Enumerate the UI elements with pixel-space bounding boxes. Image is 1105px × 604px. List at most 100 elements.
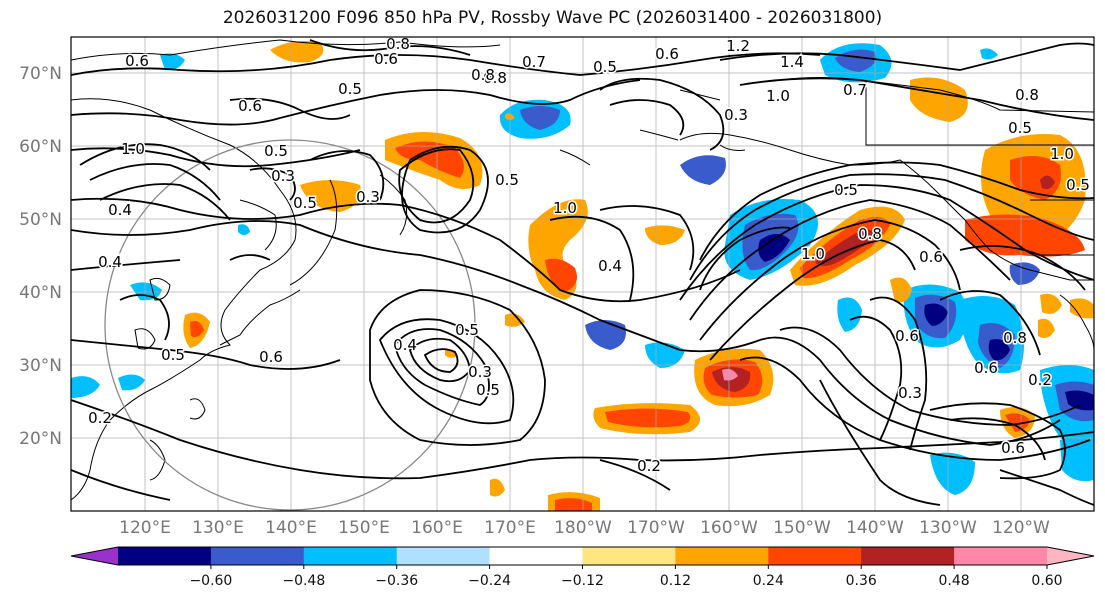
- contour-label: 0.3: [356, 188, 380, 206]
- colorbar-tick-label: −0.12: [561, 573, 604, 589]
- contour-label: 0.5: [1008, 119, 1032, 137]
- pv-contours: [71, 39, 1094, 506]
- contour-label: 1.0: [553, 199, 577, 217]
- map-frame: [70, 36, 1095, 512]
- colorbar-tick-label: 0.24: [753, 573, 784, 589]
- lon-label: 130°E: [192, 518, 244, 538]
- contour-label: 0.6: [1001, 439, 1025, 457]
- contour-label: 0.6: [974, 359, 998, 377]
- contour-label: 0.8: [1015, 86, 1039, 104]
- contour-label: 0.5: [476, 381, 500, 399]
- contour-label: 0.5: [455, 321, 479, 339]
- colorbar-segment: [954, 547, 1048, 565]
- colorbar-segment: [210, 547, 305, 565]
- colorbar-tick-label: −0.24: [468, 573, 511, 589]
- contour-label: 1.0: [121, 140, 145, 158]
- contour-label: 0.3: [468, 363, 492, 381]
- contour-label: 0.3: [271, 167, 295, 185]
- colorbar-tick-label: 0.36: [846, 573, 877, 589]
- colorbar-extend-min: [71, 547, 118, 565]
- lon-label: 120°E: [119, 518, 171, 538]
- colorbar-outline: [70, 546, 1095, 566]
- contour-label: 0.5: [834, 181, 858, 199]
- contour-label: 0.6: [125, 52, 149, 70]
- contour-label: 0.5: [293, 194, 317, 212]
- lat-label: 70°N: [19, 64, 62, 84]
- lon-label: 130°W: [919, 518, 977, 538]
- colorbar-tick-label: 0.12: [660, 573, 691, 589]
- colorbar-extend-max: [1047, 547, 1094, 565]
- contour-label: 1.4: [780, 53, 804, 71]
- lon-label: 160°E: [411, 518, 463, 538]
- colorbar-segment: [118, 547, 212, 565]
- contour-label: 0.4: [108, 201, 132, 219]
- longitude-axis: 120°E 130°E 140°E 150°E 160°E 170°E 180°…: [119, 518, 1050, 538]
- graticule: [71, 37, 1094, 511]
- lon-label: 170°W: [627, 518, 685, 538]
- contour-label: 0.2: [1028, 371, 1052, 389]
- contour-label: 1.2: [726, 37, 750, 55]
- lon-label: 140°W: [846, 518, 904, 538]
- contour-label: 0.8: [386, 35, 410, 53]
- contour-label: 0.6: [238, 97, 262, 115]
- latitude-axis: 70°N 60°N 50°N 40°N 30°N 20°N: [19, 64, 62, 449]
- great-circle-overlay: [104, 139, 476, 511]
- lon-label: 150°W: [773, 518, 831, 538]
- lon-label: 180°W: [554, 518, 612, 538]
- contour-label: 0.8: [858, 225, 882, 243]
- lat-label: 40°N: [19, 283, 62, 303]
- contour-label: 0.2: [88, 409, 112, 427]
- colorbar-segment: [489, 547, 583, 565]
- contour-label: 0.6: [374, 50, 398, 68]
- lat-label: 20°N: [19, 429, 62, 449]
- lat-label: 30°N: [19, 356, 62, 376]
- contour-label: 0.4: [598, 257, 622, 275]
- colorbar-tick-label: −0.60: [189, 573, 232, 589]
- lon-label: 170°E: [484, 518, 536, 538]
- contour-label: 0.8: [471, 66, 495, 84]
- contour-label: 1.0: [801, 245, 825, 263]
- contour-labels: 0.60.60.80.50.61.0 0.50.30.5 0.30.40.20.5 0…: [87, 35, 1092, 477]
- lon-label: 120°W: [992, 518, 1050, 538]
- map-panel: 0.60.60.80.50.61.0 0.50.30.5 0.30.40.20.5 0…: [71, 35, 1094, 511]
- contour-label: 0.5: [264, 142, 288, 160]
- contour-label: 0.2: [637, 457, 661, 475]
- colorbar-tick-label: −0.36: [375, 573, 418, 589]
- contour-label: 1.0: [1050, 145, 1074, 163]
- contour-label: 0.8: [483, 69, 507, 87]
- contour-label: 0.4: [393, 336, 417, 354]
- colorbar-tick-label: 0.48: [939, 573, 970, 589]
- colorbar-segment: [675, 547, 769, 565]
- contour-label: 0.5: [495, 171, 519, 189]
- contour-label: 0.7: [843, 81, 867, 99]
- contour-label: 0.6: [919, 248, 943, 266]
- lon-label: 150°E: [338, 518, 390, 538]
- colorbar-segment: [582, 547, 676, 565]
- contour-label: 0.4: [98, 253, 122, 271]
- lon-label: 160°W: [700, 518, 758, 538]
- colorbar-segment: [396, 547, 491, 565]
- contour-label: 0.5: [593, 58, 617, 76]
- colorbar: −0.60 −0.48 −0.36 −0.24 −0.12 0.12 0.24 0.36 0.4…: [70, 546, 1095, 589]
- contour-label: 1.0: [766, 87, 790, 105]
- colorbar-tick-label: −0.48: [282, 573, 325, 589]
- map-title: 2026031200 F096 850 hPa PV, Rossby Wave …: [222, 8, 883, 28]
- contour-label: 0.6: [655, 45, 679, 63]
- lat-label: 60°N: [19, 137, 62, 157]
- contour-label: 0.5: [338, 80, 362, 98]
- contour-label: 0.3: [724, 106, 748, 124]
- contour-label: 0.8: [1003, 329, 1027, 347]
- colorbar-segment: [768, 547, 862, 565]
- colorbar-tick-label: 0.60: [1031, 573, 1062, 589]
- colorbar-segment: [303, 547, 398, 565]
- lon-label: 140°E: [265, 518, 317, 538]
- coastlines: [71, 39, 1094, 501]
- contour-label: 0.5: [1066, 176, 1090, 194]
- contour-label: 0.5: [161, 346, 185, 364]
- lat-label: 50°N: [19, 210, 62, 230]
- contour-label: 0.3: [898, 384, 922, 402]
- contour-label: 0.7: [522, 53, 546, 71]
- colorbar-segment: [861, 547, 955, 565]
- contour-label: 0.6: [259, 348, 283, 366]
